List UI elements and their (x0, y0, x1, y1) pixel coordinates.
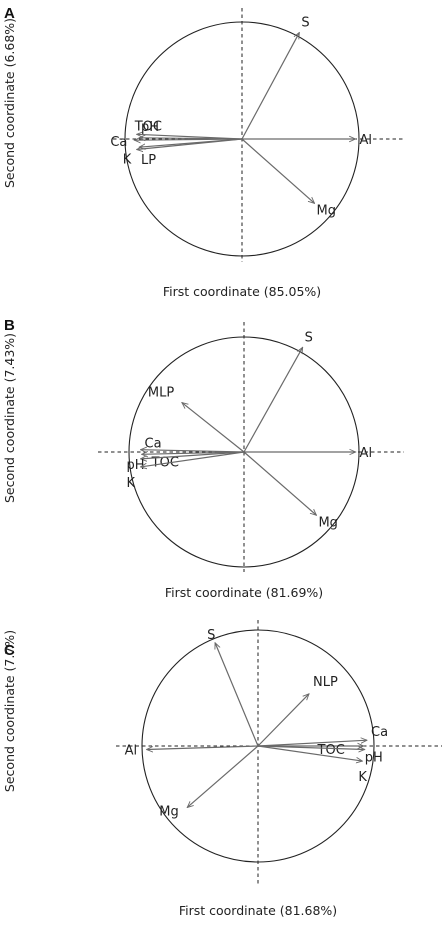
variable-label-mg: Mg (317, 203, 336, 218)
loading-arrow-mlp (182, 403, 245, 453)
loading-arrow-mg (243, 451, 316, 515)
loading-arrow-k (257, 745, 362, 761)
variable-label-k: K (123, 153, 132, 168)
variable-label-toc: TOC (317, 743, 345, 758)
panel-letter: B (4, 317, 15, 334)
loading-arrow-mg (187, 745, 259, 807)
loading-arrow-ph (141, 451, 245, 459)
x-axis-title: First coordinate (81.69%) (165, 585, 323, 600)
loading-arrow-ph (257, 745, 365, 749)
panel-letter: A (4, 5, 15, 22)
loading-arrow-s (243, 347, 303, 453)
loading-arrow-ca (257, 740, 367, 747)
loading-arrow-mg (241, 138, 315, 203)
biplot-panel-c: C S NLP Al Mg Ca TOC pH K First coordinate (81.68… (2, 620, 442, 918)
variable-label-mg: Mg (159, 804, 178, 819)
panel-letter: C (4, 642, 15, 659)
variable-label-s: S (301, 16, 309, 31)
x-axis-title: First coordinate (81.68%) (179, 903, 337, 918)
variable-label-ca: Ca (145, 437, 162, 452)
variable-label-ca: Ca (110, 135, 127, 150)
variable-label-al: Al (360, 446, 373, 461)
loading-arrow-s (241, 33, 299, 140)
y-axis-title: Second coordinate (7.43%) (2, 333, 17, 503)
y-axis-title: Second coordinate (6.68%) (2, 18, 17, 188)
variable-label-ph: pH (365, 750, 383, 765)
variable-label-nlp: NLP (313, 675, 338, 690)
variable-label-al: Al (359, 133, 372, 148)
x-axis-title: First coordinate (85.05%) (163, 284, 321, 299)
loading-arrow-ca (134, 139, 243, 140)
variable-label-toc: TOC (134, 119, 162, 134)
variable-label-toc: TOC (151, 455, 179, 470)
variable-label-s: S (305, 330, 313, 345)
variable-label-ph: pH (141, 120, 159, 135)
loading-arrow-toc (142, 452, 245, 454)
y-axis-title: Second coordinate (7.7%) (2, 630, 17, 792)
variable-label-k: K (358, 770, 367, 785)
variable-label-ca: Ca (371, 725, 388, 740)
loading-arrow-k (141, 451, 245, 467)
variable-label-al: Al (125, 743, 138, 758)
loading-arrow-lp (139, 138, 243, 147)
variable-label-s: S (207, 628, 215, 643)
biplot-panel-b: B S MLP Al Mg Ca TOC pH K First coordinate (81.69… (2, 317, 404, 600)
variable-label-k: K (127, 476, 136, 491)
loading-arrow-nlp (257, 694, 309, 747)
loading-arrow-ca (141, 450, 245, 452)
variable-label-lp: LP (141, 153, 156, 168)
variable-label-mlp: MLP (148, 386, 174, 401)
loading-arrow-al (147, 745, 259, 749)
variable-label-ph: pH (127, 458, 145, 473)
variable-label-mg: Mg (318, 515, 337, 530)
loading-arrow-s (215, 643, 259, 747)
